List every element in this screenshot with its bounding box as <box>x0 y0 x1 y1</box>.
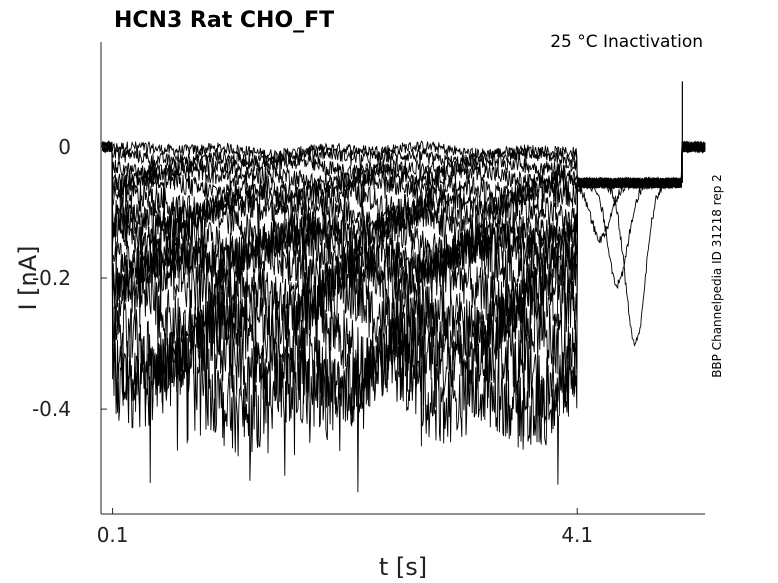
y-tick-label: -0.2 <box>32 266 71 290</box>
y-ticks: 0 -0.2 -0.4 <box>32 135 107 421</box>
chart-subtitle: 25 °C Inactivation <box>550 32 703 52</box>
traces <box>101 81 706 493</box>
trace-9 <box>101 140 706 305</box>
y-tick-label: 0 <box>58 135 71 159</box>
trace-16 <box>101 141 706 493</box>
x-axis-label: t [s] <box>379 553 427 581</box>
x-tick-label: 0.1 <box>97 523 129 547</box>
trace-15 <box>101 140 706 485</box>
x-tick-label: 4.1 <box>561 523 593 547</box>
tail-dip-3 <box>576 176 682 347</box>
chart-title: HCN3 Rat CHO_FT <box>114 8 334 33</box>
side-note: BBP Channelpedia ID 31218 rep 2 <box>710 174 724 378</box>
y-axis-label: I [nA] <box>14 245 42 310</box>
y-tick-label: -0.4 <box>32 397 71 421</box>
x-ticks: 0.1 4.1 <box>97 508 593 547</box>
